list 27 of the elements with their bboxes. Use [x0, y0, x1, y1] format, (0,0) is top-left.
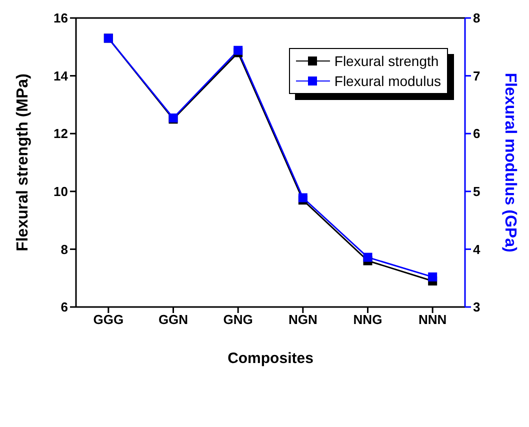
- y-tick-label: 8: [60, 242, 68, 257]
- y2-tick-label: 4: [473, 242, 481, 257]
- x-tick-label: NNN: [418, 312, 447, 328]
- y-tick-label: 14: [54, 68, 69, 84]
- y-tick-label: 12: [54, 126, 68, 142]
- x-tick-label: NGN: [288, 312, 318, 328]
- y2-tick-label: 6: [473, 126, 480, 142]
- y-tick-label: 10: [54, 184, 68, 200]
- x-tick-label: GGG: [93, 312, 124, 328]
- y2-tick-label: 5: [473, 184, 480, 200]
- point: [363, 252, 372, 262]
- x-tick-label: GGN: [158, 312, 188, 328]
- y2-tick-label: 7: [473, 68, 480, 84]
- legend-label: Flexural modulus: [334, 72, 441, 91]
- x-axis-title: Composites: [228, 350, 314, 367]
- y-tick-label: 16: [54, 10, 68, 26]
- y-axis-title: Flexural strength (MPa): [14, 74, 32, 252]
- y-tick-label: 6: [60, 300, 68, 315]
- y2-tick-label: 8: [473, 10, 480, 26]
- x-tick-label: GNG: [223, 312, 253, 328]
- legend-label: Flexural strength: [334, 52, 439, 71]
- point: [428, 272, 438, 282]
- point: [234, 46, 243, 55]
- y2-tick-label: 3: [473, 300, 480, 315]
- x-tick-label: NNG: [353, 312, 382, 328]
- point: [298, 193, 308, 202]
- y2-axis-title: Flexural modulus (GPa): [501, 72, 518, 252]
